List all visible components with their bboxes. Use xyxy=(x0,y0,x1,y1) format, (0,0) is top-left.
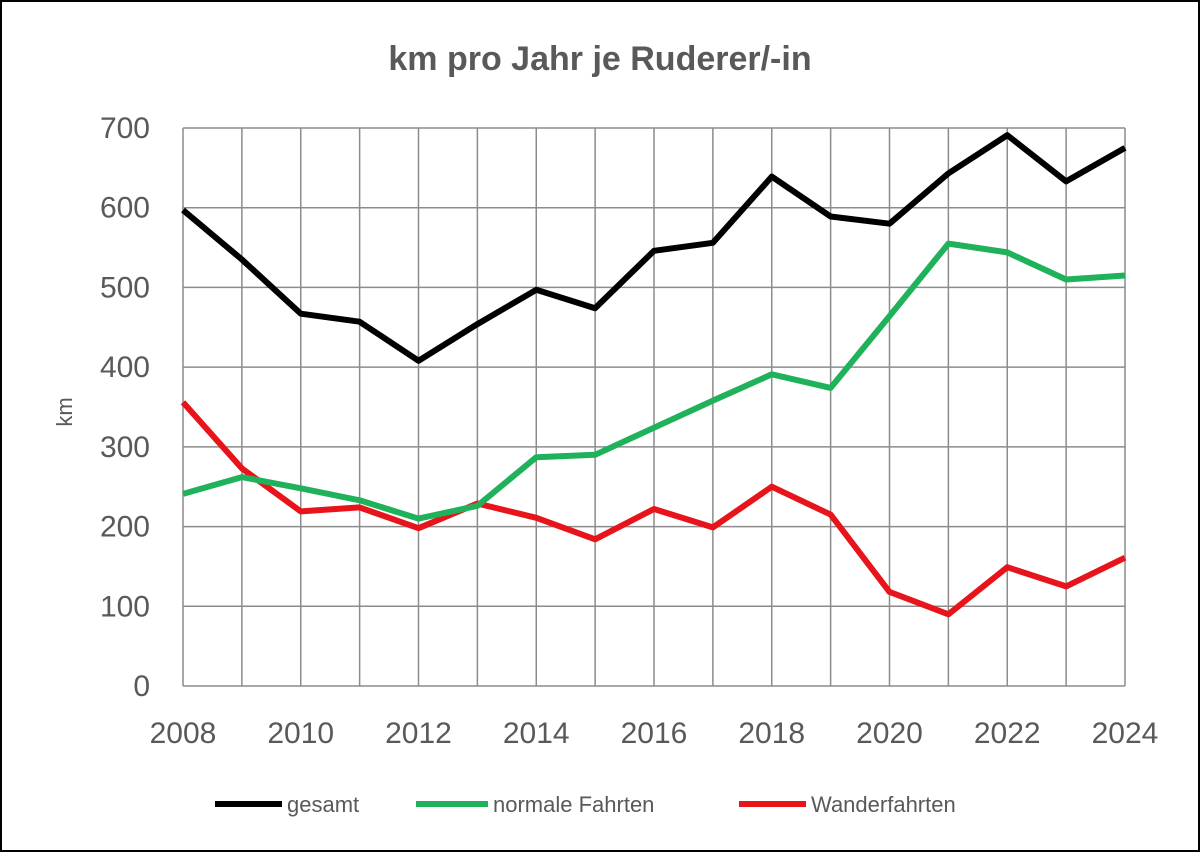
y-tick-label: 400 xyxy=(100,351,150,384)
x-tick-label: 2014 xyxy=(503,717,570,750)
x-tick-label: 2008 xyxy=(150,717,217,750)
x-tick-label: 2016 xyxy=(621,717,688,750)
series-line-wanderfahrten xyxy=(180,400,1127,618)
grid xyxy=(182,127,1126,687)
x-tick-label: 2018 xyxy=(738,717,805,750)
chart-title: km pro Jahr je Ruderer/-in xyxy=(388,40,811,78)
series-lines xyxy=(180,132,1127,618)
legend-label-normale-fahrten: normale Fahrten xyxy=(493,792,654,817)
y-axis-label: km xyxy=(52,397,77,426)
x-tick-label: 2010 xyxy=(267,717,334,750)
y-axis-ticks: 0 100 200 300 400 500 600 700 xyxy=(100,112,150,703)
y-tick-label: 300 xyxy=(100,431,150,464)
series-line-gesamt xyxy=(181,132,1127,364)
legend: gesamt normale Fahrten Wanderfahrten xyxy=(215,792,956,817)
legend-label-wanderfahrten: Wanderfahrten xyxy=(811,792,956,817)
x-tick-label: 2024 xyxy=(1092,717,1159,750)
y-tick-label: 500 xyxy=(100,271,150,304)
y-tick-label: 700 xyxy=(100,112,150,145)
x-tick-label: 2022 xyxy=(974,717,1041,750)
x-tick-label: 2020 xyxy=(856,717,923,750)
y-tick-label: 0 xyxy=(133,670,150,703)
x-tick-label: 2012 xyxy=(385,717,452,750)
y-tick-label: 200 xyxy=(100,511,150,544)
legend-label-gesamt: gesamt xyxy=(287,792,359,817)
series-line-normale-fahrten xyxy=(182,240,1126,522)
x-axis-ticks: 2008 2010 2012 2014 2016 2018 2020 2022 2024 xyxy=(150,717,1159,750)
y-tick-label: 600 xyxy=(100,192,150,225)
y-tick-label: 100 xyxy=(100,590,150,623)
